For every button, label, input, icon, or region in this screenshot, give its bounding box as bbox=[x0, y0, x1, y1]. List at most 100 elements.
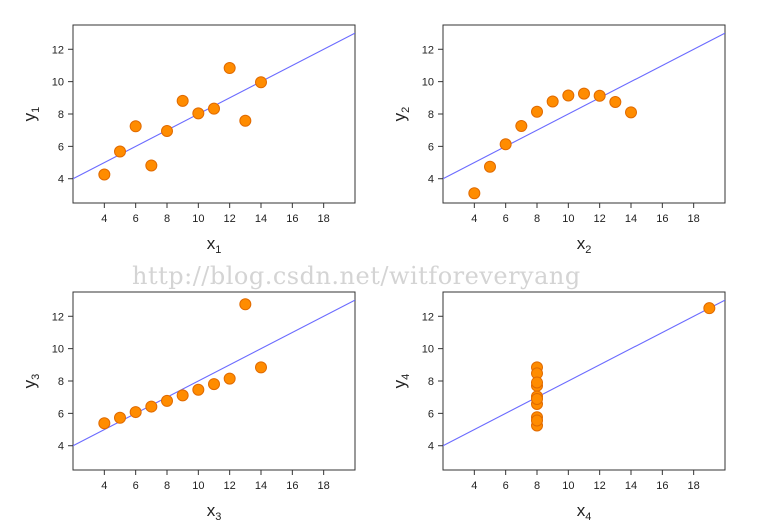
y-tick-label: 6 bbox=[58, 141, 64, 153]
data-point bbox=[562, 89, 575, 102]
x-tick-label: 10 bbox=[562, 213, 574, 225]
data-point bbox=[703, 302, 716, 315]
y-tick-label: 12 bbox=[422, 311, 434, 323]
y-tick-label: 10 bbox=[52, 77, 64, 89]
x-tick-label: 10 bbox=[192, 213, 204, 225]
y-tick-label: 10 bbox=[52, 344, 64, 356]
data-point bbox=[145, 159, 158, 172]
y-tick-label: 4 bbox=[58, 174, 64, 186]
x-tick-label: 12 bbox=[224, 480, 236, 492]
y-tick-label: 4 bbox=[428, 174, 434, 186]
x-tick-label: 12 bbox=[594, 213, 606, 225]
data-point bbox=[129, 406, 142, 419]
x-tick-label: 6 bbox=[133, 480, 139, 492]
data-point bbox=[515, 119, 528, 132]
x-tick-label: 12 bbox=[224, 213, 236, 225]
y-tick-label: 8 bbox=[58, 109, 64, 121]
data-point bbox=[255, 361, 267, 374]
x-tick-label: 8 bbox=[164, 213, 170, 225]
x-axis-label: x3 bbox=[207, 501, 222, 523]
data-point bbox=[223, 62, 236, 75]
y-tick-label: 10 bbox=[422, 77, 434, 89]
data-point bbox=[578, 87, 590, 100]
data-point bbox=[593, 89, 606, 102]
y-tick-label: 12 bbox=[52, 311, 64, 323]
y-tick-label: 6 bbox=[428, 408, 434, 420]
x-tick-label: 10 bbox=[192, 480, 204, 492]
y-tick-label: 10 bbox=[422, 344, 434, 356]
data-point bbox=[239, 114, 252, 127]
x-axis-label: x1 bbox=[207, 234, 222, 256]
x-tick-label: 16 bbox=[286, 480, 298, 492]
data-point bbox=[176, 389, 189, 402]
regression-line bbox=[73, 299, 355, 447]
data-point bbox=[114, 145, 126, 158]
x-axis-label: x4 bbox=[577, 501, 592, 523]
data-point bbox=[161, 394, 173, 407]
data-point bbox=[531, 376, 543, 389]
data-point bbox=[208, 102, 220, 115]
y-tick-label: 6 bbox=[428, 141, 434, 153]
x-tick-label: 8 bbox=[534, 213, 540, 225]
x-tick-label: 14 bbox=[255, 213, 267, 225]
y-tick-label: 12 bbox=[422, 44, 434, 56]
data-point bbox=[223, 372, 236, 385]
data-point bbox=[484, 160, 496, 173]
x-tick-label: 18 bbox=[688, 480, 700, 492]
x-axis-label: x2 bbox=[577, 234, 592, 256]
data-point bbox=[98, 168, 111, 181]
x-tick-label: 4 bbox=[101, 213, 107, 225]
data-point bbox=[531, 414, 543, 427]
data-point bbox=[98, 417, 111, 430]
regression-line bbox=[443, 299, 725, 447]
data-point bbox=[531, 105, 543, 118]
data-point bbox=[161, 124, 173, 137]
x-tick-label: 10 bbox=[562, 480, 574, 492]
regression-line bbox=[443, 32, 725, 180]
data-point bbox=[468, 187, 481, 200]
x-tick-label: 4 bbox=[471, 480, 477, 492]
x-tick-label: 12 bbox=[594, 480, 606, 492]
y-axis-label: y2 bbox=[390, 107, 412, 122]
data-point bbox=[546, 95, 559, 108]
x-tick-label: 8 bbox=[534, 480, 540, 492]
x-tick-label: 6 bbox=[133, 213, 139, 225]
data-point bbox=[499, 138, 512, 151]
plot-frame bbox=[442, 291, 726, 471]
x-tick-label: 6 bbox=[503, 480, 509, 492]
x-tick-label: 18 bbox=[318, 213, 330, 225]
x-tick-label: 14 bbox=[625, 213, 637, 225]
x-tick-label: 8 bbox=[164, 480, 170, 492]
data-point bbox=[531, 392, 543, 405]
x-tick-label: 14 bbox=[255, 480, 267, 492]
data-point bbox=[239, 298, 252, 311]
y-tick-label: 8 bbox=[428, 109, 434, 121]
x-tick-label: 6 bbox=[503, 213, 509, 225]
x-tick-label: 18 bbox=[318, 480, 330, 492]
y-axis-label: y4 bbox=[390, 374, 412, 389]
y-tick-label: 6 bbox=[58, 408, 64, 420]
y-tick-label: 4 bbox=[428, 441, 434, 453]
y-tick-label: 8 bbox=[428, 376, 434, 388]
y-axis-label: y1 bbox=[20, 107, 42, 122]
y-tick-label: 8 bbox=[58, 376, 64, 388]
data-point bbox=[625, 106, 637, 119]
data-point bbox=[192, 107, 205, 120]
data-point bbox=[192, 383, 205, 396]
x-tick-label: 4 bbox=[101, 480, 107, 492]
data-point bbox=[114, 411, 126, 424]
data-point bbox=[176, 94, 189, 107]
plot-frame bbox=[442, 24, 726, 204]
data-point bbox=[145, 400, 158, 413]
y-axis-label: y3 bbox=[20, 374, 42, 389]
y-tick-label: 4 bbox=[58, 441, 64, 453]
x-tick-label: 4 bbox=[471, 213, 477, 225]
y-tick-label: 12 bbox=[52, 44, 64, 56]
x-tick-label: 16 bbox=[656, 480, 668, 492]
data-point bbox=[609, 96, 622, 109]
